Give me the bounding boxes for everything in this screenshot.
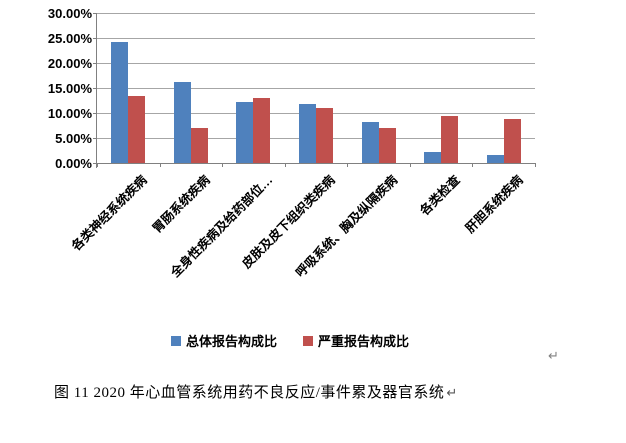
figure-caption-text: 图 11 2020 年心血管系统用药不良反应/事件累及器官系统 <box>54 385 445 401</box>
figure-caption: 图 11 2020 年心血管系统用药不良反应/事件累及器官系统 ↵ <box>54 381 457 402</box>
x-axis-tick <box>347 163 348 167</box>
legend-swatch-total-icon <box>170 335 181 346</box>
bar-severe-5 <box>441 116 458 163</box>
x-axis-category-label: 各类神经系统疾病 <box>69 172 151 254</box>
bar-severe-2 <box>253 98 270 163</box>
paragraph-mark-icon: ↵ <box>548 348 559 363</box>
bar-total-3 <box>299 103 316 163</box>
x-axis-category-label: 胃肠系统疾病 <box>149 172 213 236</box>
legend-item-total: 总体报告构成比 <box>170 331 277 350</box>
legend-swatch-severe-icon <box>303 335 313 346</box>
y-axis-tick-label: 25.00% <box>47 31 92 46</box>
bar-total-6 <box>487 154 504 163</box>
x-axis-tick <box>222 163 223 167</box>
x-axis-tick <box>97 163 98 167</box>
gridline <box>97 13 535 14</box>
bar-severe-1 <box>191 127 208 163</box>
y-axis-tick <box>93 163 97 164</box>
bar-severe-6 <box>504 118 521 163</box>
gridline <box>97 88 535 89</box>
y-axis-tick-label: 30.00% <box>47 6 92 21</box>
legend-item-severe: 严重报告构成比 <box>303 331 409 350</box>
y-axis-tick <box>93 113 97 114</box>
bar-total-5 <box>424 151 441 163</box>
y-axis-tick <box>93 63 97 64</box>
x-axis-category-label: 各类检查 <box>417 172 463 219</box>
bar-severe-4 <box>379 127 396 163</box>
bar-severe-3 <box>316 107 333 163</box>
y-axis-tick <box>93 38 97 39</box>
x-axis-category-label: 肝胆系统疾病 <box>462 172 526 236</box>
gridline <box>97 63 535 64</box>
chart-legend: 总体报告构成比 严重报告构成比 <box>60 331 520 350</box>
y-axis-tick-label: 0.00% <box>55 156 92 171</box>
caption-paragraph-mark-icon: ↵ <box>446 385 458 400</box>
bar-total-4 <box>362 122 379 163</box>
bar-total-0 <box>111 41 128 163</box>
bar-severe-0 <box>128 96 145 163</box>
y-axis-tick-label: 20.00% <box>47 56 92 71</box>
x-axis-tick <box>285 163 286 167</box>
gridline <box>97 38 535 39</box>
y-axis-tick <box>93 138 97 139</box>
bar-total-1 <box>174 81 191 163</box>
y-axis-tick-label: 10.00% <box>47 106 92 121</box>
y-axis-tick <box>93 13 97 14</box>
x-axis-tick <box>472 163 473 167</box>
x-axis-line <box>96 163 535 164</box>
bar-total-2 <box>236 102 253 163</box>
legend-label-total: 总体报告构成比 <box>185 334 277 349</box>
x-axis-tick <box>160 163 161 167</box>
x-axis-tick <box>535 163 536 167</box>
y-axis-tick <box>93 88 97 89</box>
y-axis-tick-label: 5.00% <box>55 131 92 146</box>
y-axis-line <box>96 13 97 168</box>
y-axis-tick-label: 15.00% <box>47 81 92 96</box>
x-axis-tick <box>410 163 411 167</box>
legend-label-severe: 严重报告构成比 <box>318 334 410 349</box>
